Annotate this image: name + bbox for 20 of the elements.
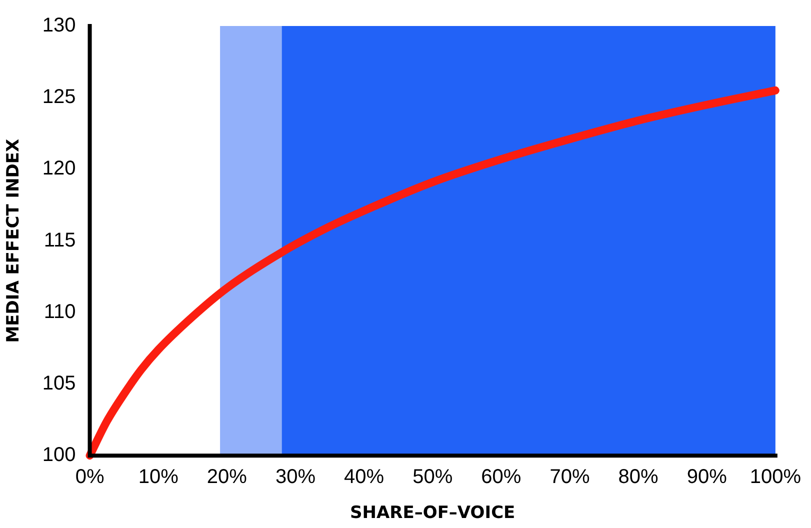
y-tick-label: 125: [42, 86, 76, 108]
x-tick-label: 20%: [206, 466, 248, 488]
x-tick-label: 70%: [550, 466, 590, 488]
y-tick-label: 130: [42, 14, 76, 37]
y-tick-label: 105: [42, 372, 76, 395]
x-tick-label: 10%: [138, 466, 179, 488]
y-tick-label: 120: [42, 158, 76, 180]
y-tick-label: 115: [44, 229, 76, 252]
x-tick-label: 80%: [618, 466, 659, 488]
x-tick-label: 100%: [750, 466, 802, 488]
x-tick-label: 60%: [481, 466, 522, 488]
x-axis-title: SHARE–OF–VOICE: [350, 503, 516, 524]
y-tick-label: 110: [44, 300, 76, 323]
x-tick-label: 30%: [275, 466, 316, 488]
x-tick-label: 0%: [75, 466, 104, 488]
y-tick-label: 100: [42, 444, 76, 466]
x-tick-label: 50%: [412, 466, 453, 488]
y-axis-title: MEDIA EFFECT INDEX: [4, 138, 24, 343]
x-tick-label: 40%: [344, 466, 384, 488]
x-tick-label: 90%: [686, 466, 728, 488]
